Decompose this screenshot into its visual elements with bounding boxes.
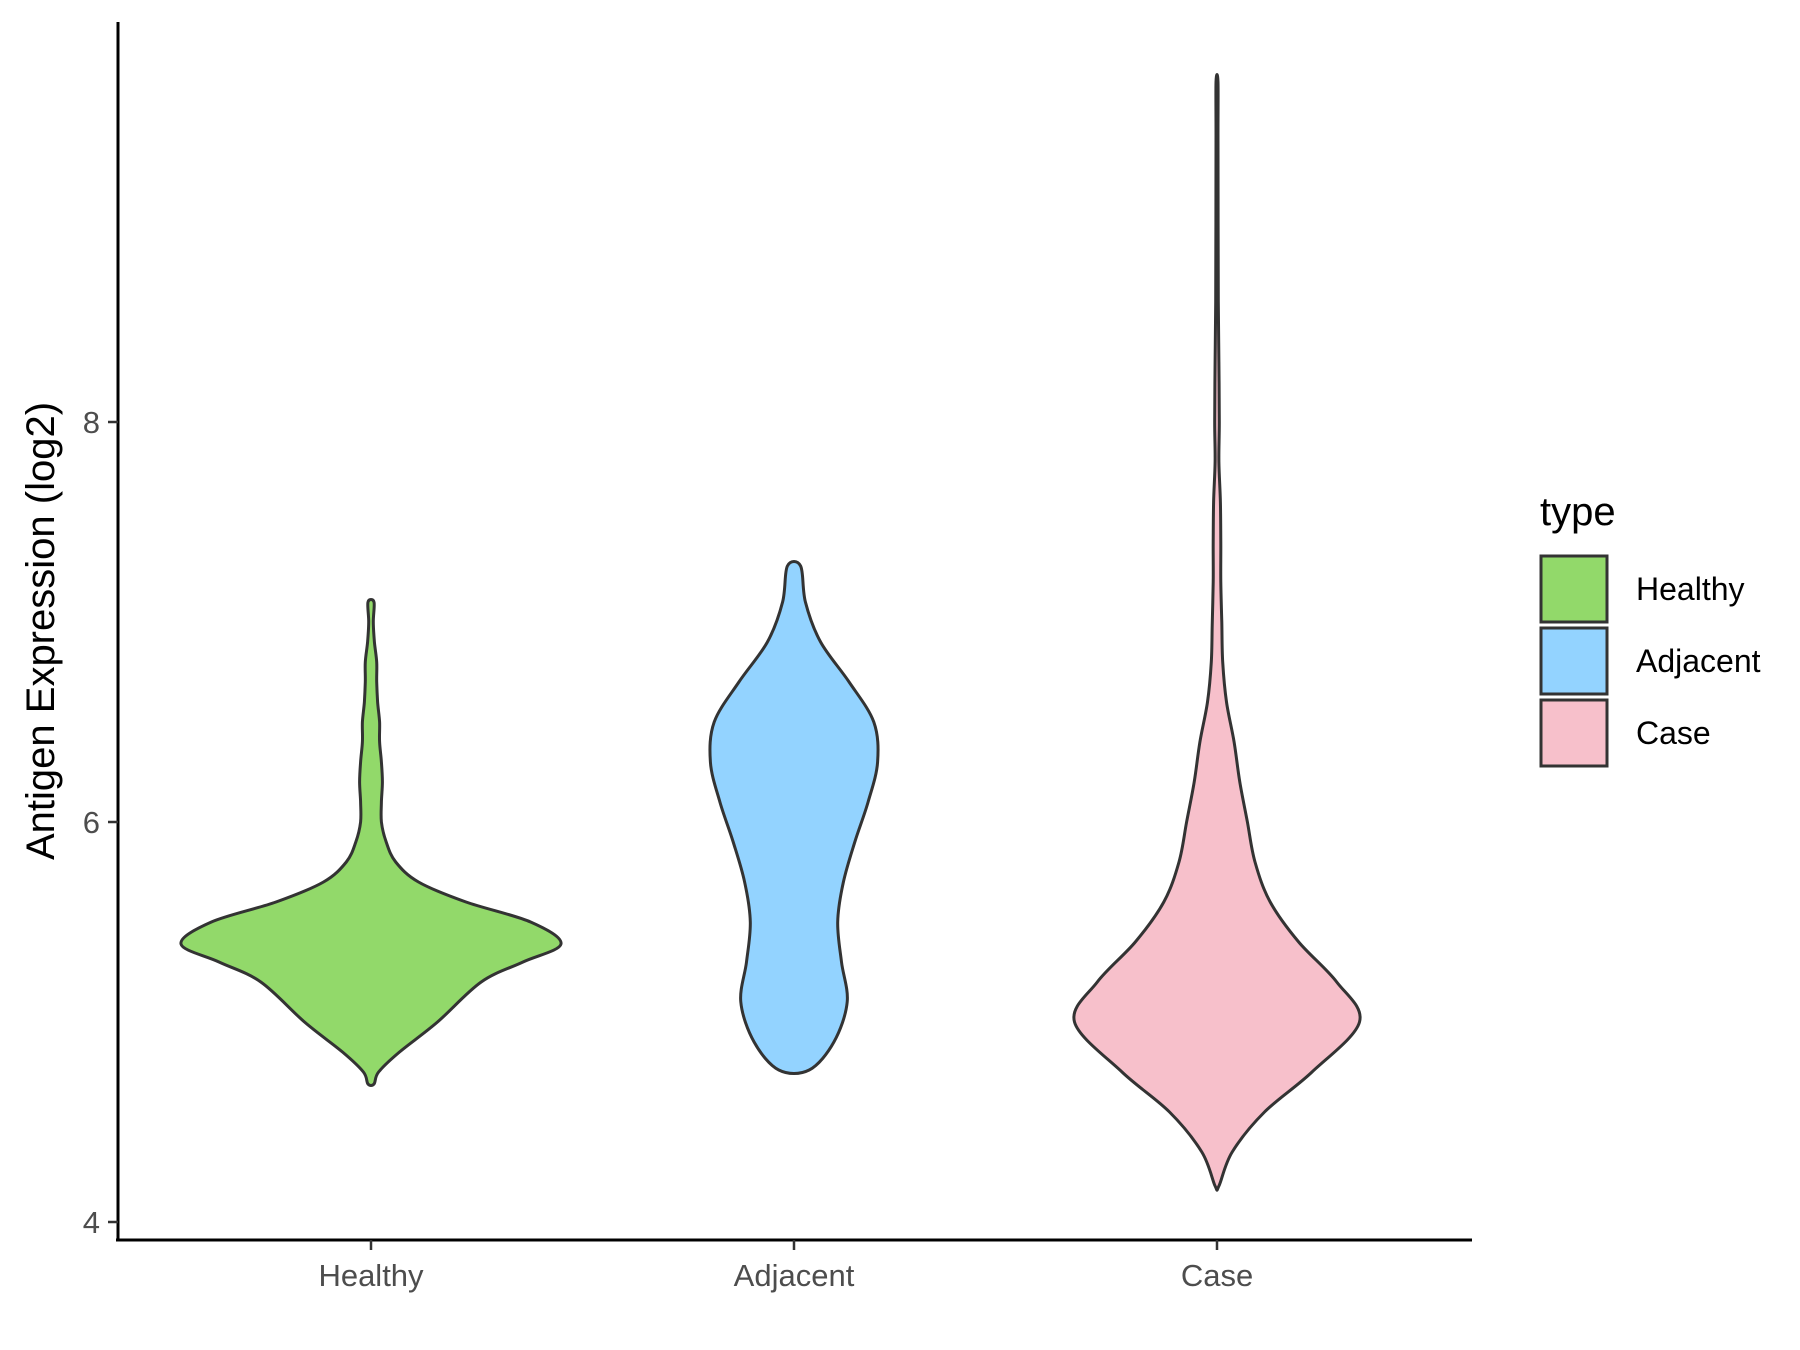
legend-title: type [1540, 490, 1616, 534]
violin-healthy [179, 598, 563, 1087]
x-tick-label-adjacent: Adjacent [734, 1258, 855, 1293]
violin-case [1072, 73, 1362, 1192]
y-ticks: 4 6 8 [83, 405, 118, 1240]
legend-key-case [1539, 698, 1609, 768]
legend-label-adjacent: Adjacent [1636, 643, 1761, 679]
legend-entries: Healthy Adjacent Case [1539, 554, 1761, 768]
violin-adjacent [708, 560, 880, 1076]
legend-label-healthy: Healthy [1636, 571, 1745, 607]
y-tick-label: 8 [83, 405, 100, 440]
violins [179, 73, 1362, 1192]
x-ticks: Healthy Adjacent Case [318, 1240, 1253, 1293]
x-tick-label-case: Case [1181, 1258, 1253, 1293]
x-tick-label-healthy: Healthy [318, 1258, 424, 1293]
legend-key-adjacent [1539, 626, 1609, 696]
legend: type Healthy Adjacent Case [1539, 490, 1761, 768]
legend-label-case: Case [1636, 715, 1711, 751]
legend-key-healthy [1539, 554, 1609, 624]
y-tick-label: 6 [83, 805, 100, 840]
y-axis-title: Antigen Expression (log2) [19, 402, 63, 860]
y-tick-label: 4 [83, 1205, 100, 1240]
